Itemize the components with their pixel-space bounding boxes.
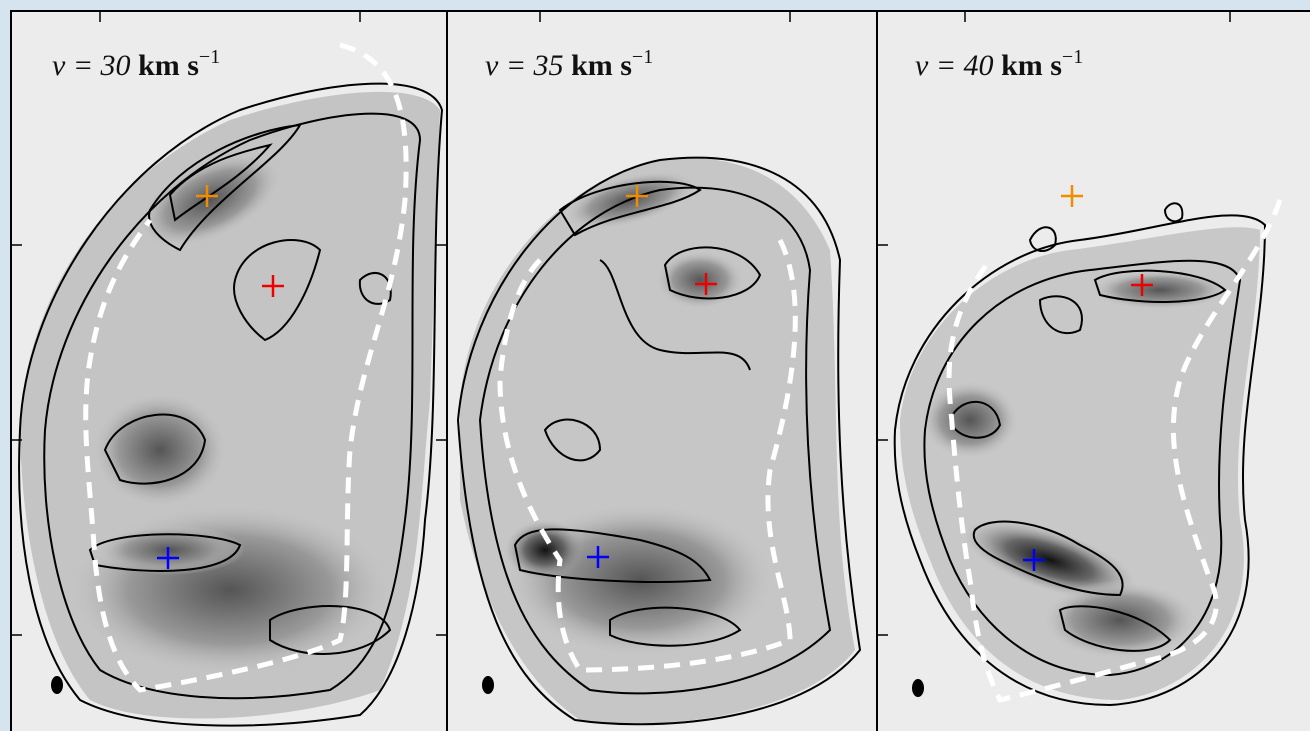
- ticks: [12, 12, 1231, 636]
- exponent: −1: [1062, 46, 1083, 68]
- panel: v = 35 km s−1: [448, 12, 876, 731]
- panel-label: v = 30 km s−1: [52, 46, 220, 82]
- panel-label: v = 35 km s−1: [485, 46, 653, 82]
- exponent: −1: [199, 46, 220, 68]
- panel: v = 40 km s−1: [878, 12, 1310, 731]
- panel: v = 30 km s−1: [12, 12, 446, 731]
- unit: km s: [138, 49, 199, 82]
- velocity: v = 40: [915, 49, 994, 82]
- velocity: v = 35: [485, 49, 564, 82]
- unit: km s: [571, 49, 632, 82]
- velocity: v = 30: [52, 49, 131, 82]
- unit: km s: [1001, 49, 1062, 82]
- panel-label: v = 40 km s−1: [915, 46, 1083, 82]
- exponent: −1: [632, 46, 653, 68]
